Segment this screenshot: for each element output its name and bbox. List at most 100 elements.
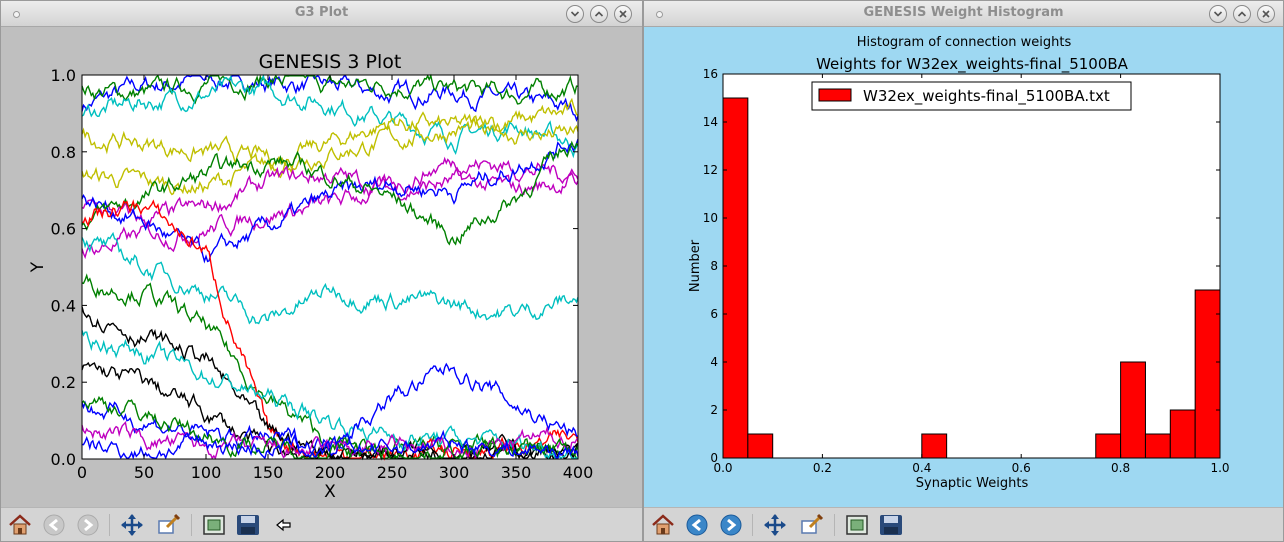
x-tick-label: 0.0 [713,461,732,475]
pan-button[interactable] [119,513,145,537]
save-icon [880,515,902,535]
line-plot: 0 50 100 150 200 250 300 350 400 0.0 0.2 0.4 0.6 0.8… [28,51,593,502]
subplots-button[interactable] [201,513,227,537]
y-tick-label: 0.8 [51,143,76,162]
y-axis-label: Number [688,239,703,292]
x-tick-label: 50 [134,463,154,482]
home-icon [652,514,674,535]
x-tick-label: 0.4 [912,461,931,475]
histogram-bar [1120,361,1146,459]
window-menu-dot[interactable] [656,11,663,18]
window-title: G3 Plot [294,5,349,20]
line-series-9 [81,231,579,325]
maximize-button[interactable] [590,5,608,23]
plot-title: GENESIS 3 Plot [259,51,402,73]
histogram-bar [921,433,948,459]
back-icon [686,514,708,536]
forward-icon [77,514,99,536]
y-tick-label: 4 [710,355,718,369]
save-button[interactable] [878,513,904,537]
subplots-button[interactable] [844,513,870,537]
pan-button[interactable] [762,513,788,537]
legend: W32ex_weights-final_5100BA.txt [811,81,1132,111]
line-series-17 [81,395,579,460]
forward-button[interactable] [75,513,101,537]
minimize-button[interactable] [566,5,584,23]
chevron-up-icon [1237,11,1247,17]
x-tick-label: 0 [77,463,87,482]
home-button[interactable] [7,513,33,537]
histogram-bar [1144,433,1171,459]
x-tick-label: 0.2 [813,461,832,475]
line-series-4 [81,114,579,172]
forward-icon [720,514,742,536]
line-series-14 [81,330,579,460]
chevron-up-icon [594,11,604,17]
line-series-7 [81,138,579,264]
subplots-icon [203,515,225,535]
y-tick-label: 12 [703,163,718,177]
save-icon [237,515,259,535]
close-icon [1262,10,1270,18]
plot-toolbar [644,507,1283,541]
y-axis-ticks: 0.0 0.2 0.4 0.6 0.8 1.0 [51,66,578,469]
line-series-5 [81,165,579,228]
home-icon [9,514,31,535]
maximize-button[interactable] [1233,5,1251,23]
y-tick-label: 0.6 [51,220,76,239]
subplots-icon [846,515,868,535]
save-button[interactable] [235,513,261,537]
histogram-bar [1095,433,1122,459]
zoom-icon [801,513,824,534]
home-button[interactable] [650,513,676,537]
histogram-plot: Histogram of connection weights Weights … [688,35,1230,491]
y-tick-label: 0.0 [51,450,76,469]
y-tick-label: 16 [703,67,718,81]
y-tick-label: 0.2 [51,373,76,392]
y-tick-label: 0 [710,451,718,465]
x-tick-label: 100 [191,463,222,482]
histogram-bar [722,97,749,459]
close-icon [619,10,627,18]
x-tick-label: 300 [439,463,470,482]
back-icon [43,514,65,536]
line-series-18 [81,429,579,460]
x-axis-ticks: 0 50 100 150 200 250 300 350 400 [77,75,593,482]
line-series-16 [81,421,579,460]
y-tick-label: 8 [710,259,718,273]
y-tick-label: 0.4 [51,296,76,315]
figure-title: Histogram of connection weights [857,35,1072,50]
pan-icon [764,514,786,536]
window-menu-dot[interactable] [13,11,20,18]
x-tick-label: 0.6 [1012,461,1031,475]
x-tick-label: 1.0 [1210,461,1229,475]
window-titlebar[interactable]: G3 Plot [1,1,642,27]
close-button[interactable] [1257,5,1275,23]
line-series-8 [81,140,579,246]
pointer-arrow-icon [276,518,291,532]
x-axis-label: X [324,482,336,502]
x-tick-label: 0.8 [1111,461,1130,475]
x-tick-label: 250 [377,463,408,482]
y-axis-ticks: 0 2 4 6 8 10 12 14 16 [703,67,1220,465]
close-button[interactable] [614,5,632,23]
y-tick-label: 10 [703,211,718,225]
x-axis-ticks: 0.0 0.2 0.4 0.6 0.8 1.0 [713,74,1230,475]
minimize-button[interactable] [1209,5,1227,23]
zoom-button[interactable] [798,513,824,537]
pointer-indicator [271,513,297,537]
forward-button[interactable] [718,513,744,537]
zoom-icon [158,513,181,534]
histogram-title: Weights for W32ex_weights-final_5100BA [816,55,1129,74]
legend-box [811,81,1132,111]
back-button[interactable] [684,513,710,537]
x-axis-label: Synaptic Weights [916,476,1029,491]
back-button[interactable] [41,513,67,537]
y-tick-label: 2 [710,403,718,417]
chevron-down-icon [570,11,580,17]
line-series-6 [81,156,579,260]
histogram-bars [722,97,1221,459]
histogram-bar [1194,289,1221,459]
window-titlebar[interactable]: GENESIS Weight Histogram [644,1,1283,27]
zoom-button[interactable] [155,513,181,537]
